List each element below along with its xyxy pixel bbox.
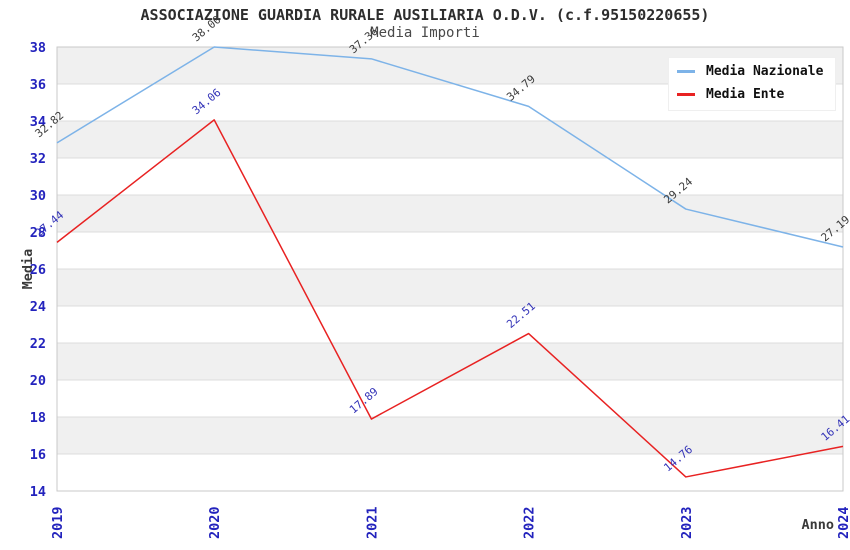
series-line-media-ente	[56, 119, 844, 478]
point-label: 34.06	[190, 86, 224, 117]
x-tick-label: 2023	[679, 506, 695, 539]
y-axis-label: Media	[20, 249, 36, 290]
y-tick-label: 24	[30, 299, 46, 315]
legend-label-ente: Media Ente	[706, 87, 785, 102]
plot-band	[57, 417, 843, 454]
legend: Media Nazionale Media Ente	[668, 57, 837, 111]
chart-title: ASSOCIAZIONE GUARDIA RURALE AUSILIARIA O…	[140, 6, 710, 24]
plot-band	[57, 269, 843, 306]
y-tick-label: 36	[30, 77, 46, 93]
plot-band	[57, 121, 843, 158]
legend-item-media-nazionale: Media Nazionale	[677, 64, 823, 79]
legend-swatch-nazionale	[677, 70, 695, 73]
point-label: 17.89	[347, 385, 381, 416]
point-label: 38.00	[190, 13, 224, 44]
y-tick-label: 34	[30, 114, 46, 130]
y-tick-label: 14	[30, 484, 46, 500]
y-tick-label: 20	[30, 373, 46, 389]
y-tick-label: 38	[30, 40, 46, 56]
y-tick-label: 22	[30, 336, 46, 352]
y-tick-label: 26	[30, 262, 46, 278]
plot-band	[57, 343, 843, 380]
y-tick-label: 32	[30, 151, 46, 167]
x-tick-label: 2021	[364, 506, 380, 539]
legend-label-nazionale: Media Nazionale	[706, 64, 824, 79]
chart-subtitle: Media Importi	[370, 25, 480, 41]
y-tick-label: 28	[30, 225, 46, 241]
legend-item-media-ente: Media Ente	[677, 87, 823, 102]
x-tick-label: 2020	[207, 506, 223, 539]
y-tick-label: 30	[30, 188, 46, 204]
series-line-media-nazionale	[56, 46, 844, 248]
legend-swatch-ente	[677, 93, 695, 96]
y-tick-label: 18	[30, 410, 46, 426]
x-tick-label: 2024	[836, 506, 850, 539]
x-tick-label: 2019	[50, 506, 66, 539]
x-axis-label: Anno	[801, 517, 834, 533]
plot-band	[57, 195, 843, 232]
x-tick-label: 2022	[522, 506, 538, 539]
y-tick-label: 16	[30, 447, 46, 463]
plot-border	[56, 46, 844, 492]
